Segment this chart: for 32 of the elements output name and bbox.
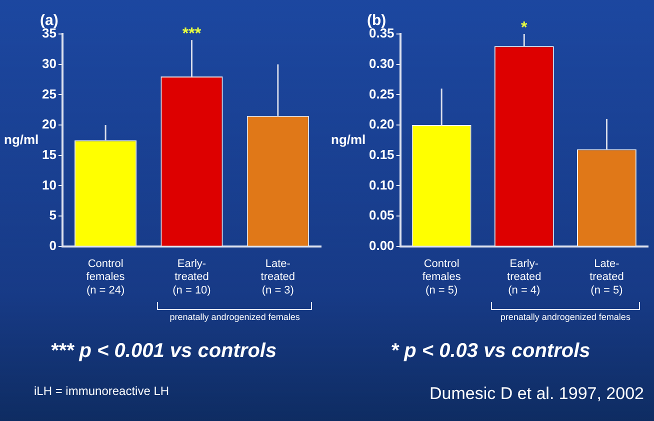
y-tick-label: 25: [42, 86, 56, 102]
x-tick-label: Early- treated (n = 4): [507, 258, 542, 296]
y-tick-label: 0.00: [368, 238, 394, 253]
text: Dumesic D et al. 1997, 2002: [428, 384, 644, 404]
x-tick-label: Control females (n = 5): [422, 258, 462, 296]
text: *** p < 0.001 vs controls: [49, 340, 278, 363]
y-tick-label: 30: [42, 56, 56, 71]
y-tick-label: 0.05: [368, 208, 394, 223]
y-tick-label: 20: [42, 116, 56, 132]
y-axis-title: ng/ml: [331, 132, 366, 147]
y-tick-label: 5: [49, 208, 56, 223]
y-axis-title: ng/ml: [4, 132, 39, 147]
y-tick-label: 0.30: [368, 56, 394, 71]
x-tick-label: Early- treated (n = 10): [172, 258, 211, 296]
annotation: *: [521, 19, 528, 36]
y-tick-label: 15: [42, 146, 56, 162]
annotation: ***: [182, 25, 202, 42]
y-tick-label: 0.10: [368, 177, 394, 192]
y-tick-label: 0.25: [368, 86, 394, 102]
chart-title: (b): [367, 12, 386, 30]
y-tick-label: 0.20: [368, 116, 394, 132]
x-tick-label: Late- treated (n = 5): [590, 258, 624, 296]
x-tick-label: Late- treated (n = 3): [260, 258, 296, 296]
text: prenatally androgenized females: [168, 312, 301, 322]
chart-title: (a): [40, 12, 58, 30]
text: prenatally androgenized females: [499, 312, 632, 322]
x-tick-label: Control females (n = 24): [86, 258, 126, 296]
y-tick-label: 0.15: [368, 146, 394, 162]
text: * p < 0.03 vs controls: [390, 340, 592, 363]
y-tick-label: 0: [49, 238, 56, 253]
text: iLH = immunoreactive LH: [33, 384, 170, 398]
y-tick-label: 10: [42, 177, 56, 192]
